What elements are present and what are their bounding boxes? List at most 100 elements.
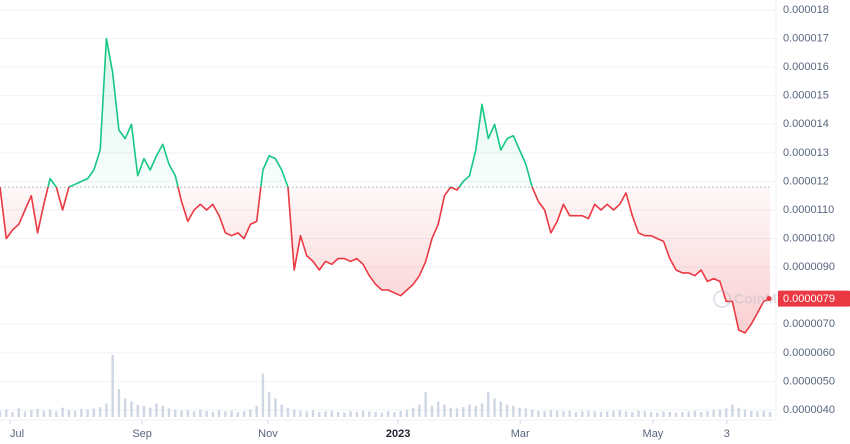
volume-bar <box>380 412 384 417</box>
volume-bar <box>706 411 709 417</box>
volume-bar <box>731 404 734 417</box>
volume-bar <box>80 408 83 417</box>
y-tick-label: 0.0000100 <box>783 232 835 244</box>
volume-bar <box>455 408 459 417</box>
volume-bar <box>555 410 559 417</box>
volume-bar <box>512 405 515 417</box>
volume-bar <box>186 410 190 417</box>
volume-bar <box>361 410 365 417</box>
volume-bar <box>318 412 321 417</box>
volume-bar <box>418 404 421 417</box>
volume-bar <box>593 411 596 417</box>
last-point <box>766 296 772 302</box>
volume-bar <box>693 410 697 417</box>
volume-bar <box>643 411 646 417</box>
volume-bar <box>737 407 740 417</box>
volume-bar <box>618 410 621 417</box>
volume-bar <box>537 410 540 417</box>
y-tick-label: 0.000018 <box>783 4 829 16</box>
x-tick-label: 3 <box>724 428 730 440</box>
volume-bar <box>0 410 2 417</box>
volume-bar <box>437 401 440 417</box>
volume-bar <box>149 407 152 417</box>
volume-bar <box>699 412 703 417</box>
volume-bar <box>474 405 477 417</box>
volume-bar <box>549 410 553 417</box>
volume-bar <box>42 410 46 417</box>
volume-bar <box>36 408 39 417</box>
volume-bar <box>712 410 715 417</box>
volume-bar <box>174 409 177 417</box>
volume-bar <box>393 412 396 417</box>
volume-bar <box>130 401 133 417</box>
volume-bar <box>687 411 690 417</box>
volume-bar <box>73 410 77 417</box>
volume-bar <box>117 389 121 417</box>
volume-bar <box>11 412 14 417</box>
price-tag-label: 0.0000079 <box>783 293 835 305</box>
volume-bar <box>205 410 208 417</box>
volume-bar <box>462 407 465 417</box>
volume-bar <box>468 404 471 417</box>
volume-bar <box>574 412 578 417</box>
volume-bar <box>612 410 615 417</box>
volume-bar <box>624 411 628 417</box>
y-tick-label: 0.000014 <box>783 118 829 130</box>
volume-bar <box>430 405 434 417</box>
volume-bar <box>5 409 8 417</box>
volume-bar <box>230 410 233 417</box>
volume-bar <box>743 409 747 417</box>
volume-bar <box>261 373 265 417</box>
volume-bar <box>336 412 340 417</box>
volume-bar <box>224 411 227 417</box>
volume-bar <box>449 407 452 417</box>
volume-bar <box>487 392 490 417</box>
volume-bar <box>681 412 684 417</box>
volume-bar <box>587 410 590 417</box>
volume-bar <box>386 411 390 417</box>
watermark-logo <box>713 290 731 308</box>
volume-bar <box>750 410 753 417</box>
volume-bar <box>606 411 609 417</box>
volume-bar <box>48 409 52 417</box>
x-tick-label: May <box>643 428 664 440</box>
y-tick-label: 0.0000060 <box>783 347 835 359</box>
volume-bar <box>580 411 584 417</box>
volume-bar <box>562 411 565 417</box>
y-tick-label: 0.0000070 <box>783 318 835 330</box>
volume-bar <box>405 409 409 417</box>
volume-bar <box>668 412 672 417</box>
volume-bar <box>631 412 634 417</box>
volume-bar <box>343 412 346 417</box>
volume-bar <box>543 411 546 417</box>
x-tick-label: Mar <box>511 428 530 440</box>
volume-bar <box>17 408 20 417</box>
volume-bar <box>374 412 377 417</box>
volume-bar <box>674 412 678 417</box>
volume-bar <box>524 408 528 417</box>
x-tick-label: Nov <box>258 428 278 440</box>
volume-bar <box>249 409 252 417</box>
volume-bar <box>67 410 71 417</box>
x-tick-label: 2023 <box>386 428 410 440</box>
volume-bar <box>280 404 283 417</box>
volume-bar <box>368 411 371 417</box>
volume-bar <box>530 409 534 417</box>
volume-bar <box>242 411 246 417</box>
volume-bar <box>293 409 296 417</box>
volume-bar <box>756 411 759 417</box>
volume-bar <box>324 411 327 417</box>
volume-bar <box>55 411 58 417</box>
volume-bar <box>505 404 509 417</box>
volume-bar <box>192 411 196 417</box>
volume-bar <box>161 405 164 417</box>
volume-bar <box>499 401 503 417</box>
x-tick-label: Sep <box>132 428 152 440</box>
volume-bar <box>662 411 665 417</box>
volume-bar <box>568 410 571 417</box>
volume-bar <box>155 403 158 417</box>
volume-bar <box>105 403 108 417</box>
y-tick-label: 0.000013 <box>783 147 829 159</box>
x-tick-label: Jul <box>10 428 24 440</box>
